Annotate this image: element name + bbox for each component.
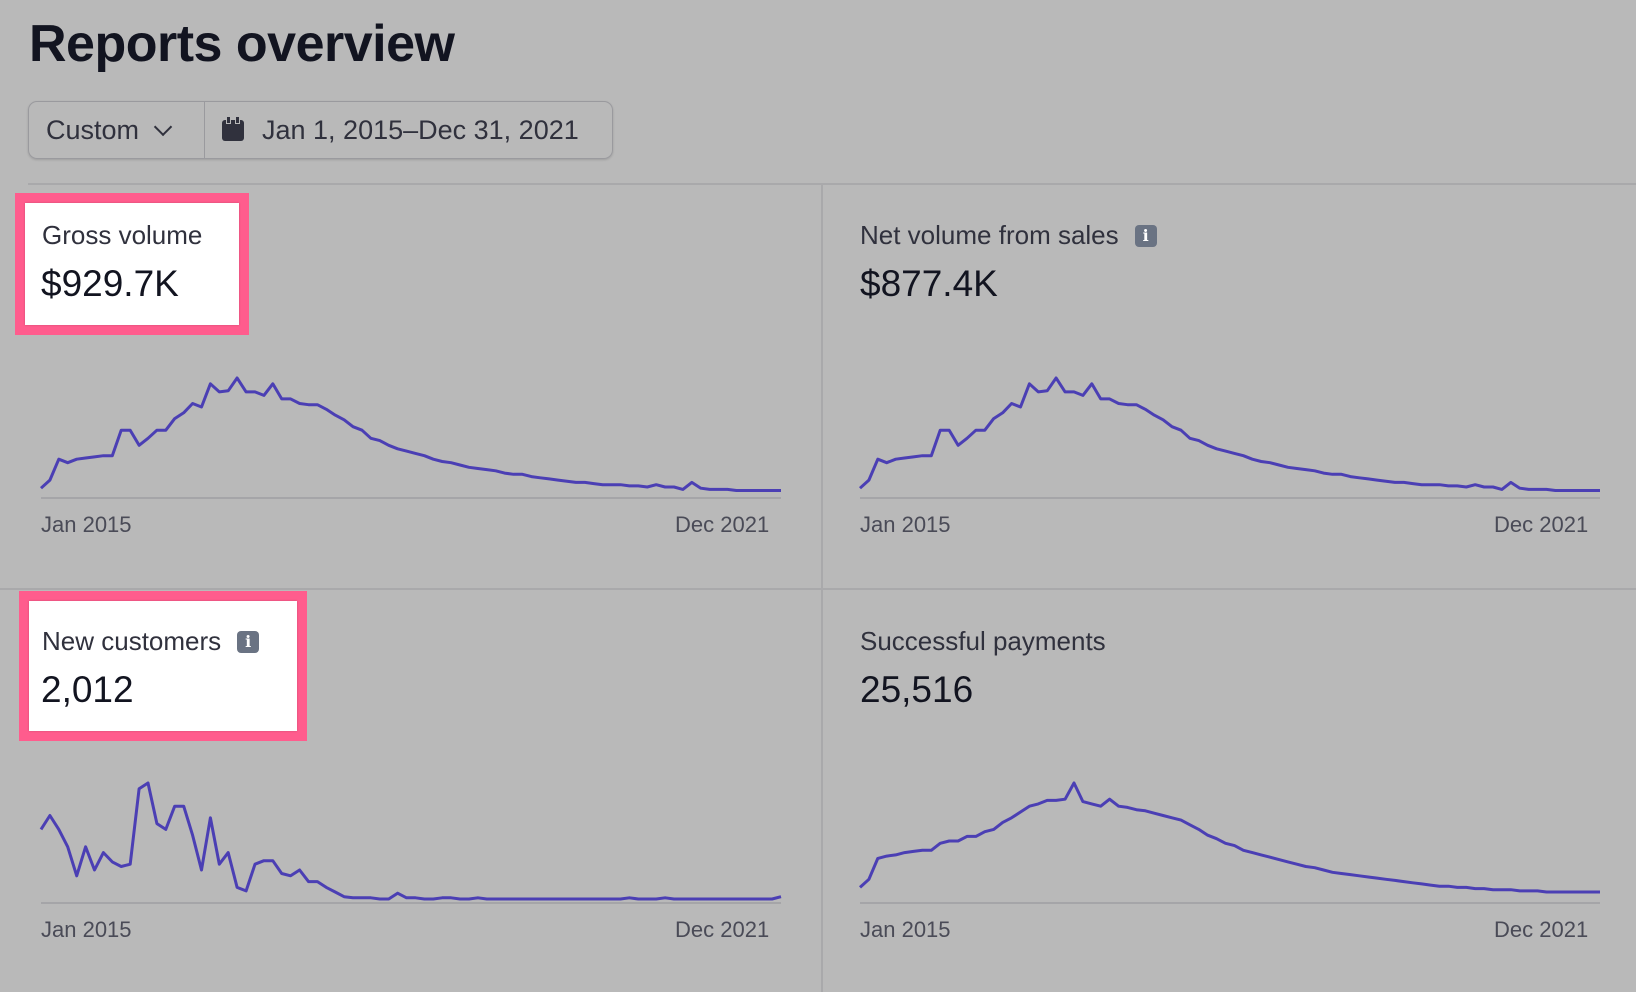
date-range-label: Jan 1, 2015–Dec 31, 2021: [262, 114, 579, 145]
metric-title-text: New customers: [42, 626, 222, 656]
metric-value-gross-volume: $929.7K: [41, 263, 179, 304]
net-volume-chart[interactable]: [858, 370, 1600, 500]
series-line: [858, 376, 1600, 492]
x-axis-end-label: Dec 2021: [1494, 512, 1589, 537]
metric-title-text: Successful payments: [860, 626, 1106, 656]
x-axis-start-label: Jan 2015: [860, 512, 951, 537]
divider: [821, 184, 823, 992]
divider: [28, 183, 1636, 185]
new-customers-chart[interactable]: [39, 775, 782, 905]
date-filter-group: Custom Jan 1, 2015–Dec 31, 2021: [28, 101, 613, 159]
x-axis-start-label: Jan 2015: [41, 917, 132, 942]
x-axis-end-label: Dec 2021: [675, 512, 770, 537]
metric-title-net-volume[interactable]: Net volume from sales i: [860, 220, 1157, 251]
highlight-inner: [29, 601, 297, 731]
x-axis-end-label: Dec 2021: [1494, 917, 1589, 942]
metric-title-gross-volume[interactable]: Gross volume: [42, 220, 202, 251]
metric-title-text: Gross volume: [42, 220, 203, 250]
preset-dropdown[interactable]: Custom: [29, 102, 205, 158]
metric-title-new-customers[interactable]: New customers i: [42, 626, 260, 657]
divider: [0, 588, 1636, 590]
x-axis-end-label: Dec 2021: [675, 917, 770, 942]
highlight-inner: [25, 203, 239, 325]
info-icon[interactable]: i: [237, 630, 260, 653]
series-line: [39, 781, 782, 901]
metric-title-successful-payments[interactable]: Successful payments: [860, 626, 1106, 657]
chevron-down-icon: [153, 117, 173, 136]
metric-title-text: Net volume from sales: [860, 220, 1119, 250]
page-title: Reports overview: [29, 15, 455, 73]
preset-label: Custom: [46, 114, 140, 145]
x-axis-start-label: Jan 2015: [41, 512, 132, 537]
calendar-icon: [222, 115, 244, 141]
metric-value-new-customers: 2,012: [41, 669, 134, 710]
gross-volume-chart[interactable]: [39, 370, 781, 500]
metric-value-net-volume: $877.4K: [860, 263, 998, 304]
x-axis-start-label: Jan 2015: [860, 917, 951, 942]
successful-payments-chart[interactable]: [858, 775, 1600, 905]
metric-value-successful-payments: 25,516: [860, 669, 974, 710]
date-range-button[interactable]: Jan 1, 2015–Dec 31, 2021: [205, 102, 596, 158]
series-line: [39, 376, 781, 492]
info-icon[interactable]: i: [1134, 224, 1157, 247]
series-line: [858, 781, 1600, 894]
